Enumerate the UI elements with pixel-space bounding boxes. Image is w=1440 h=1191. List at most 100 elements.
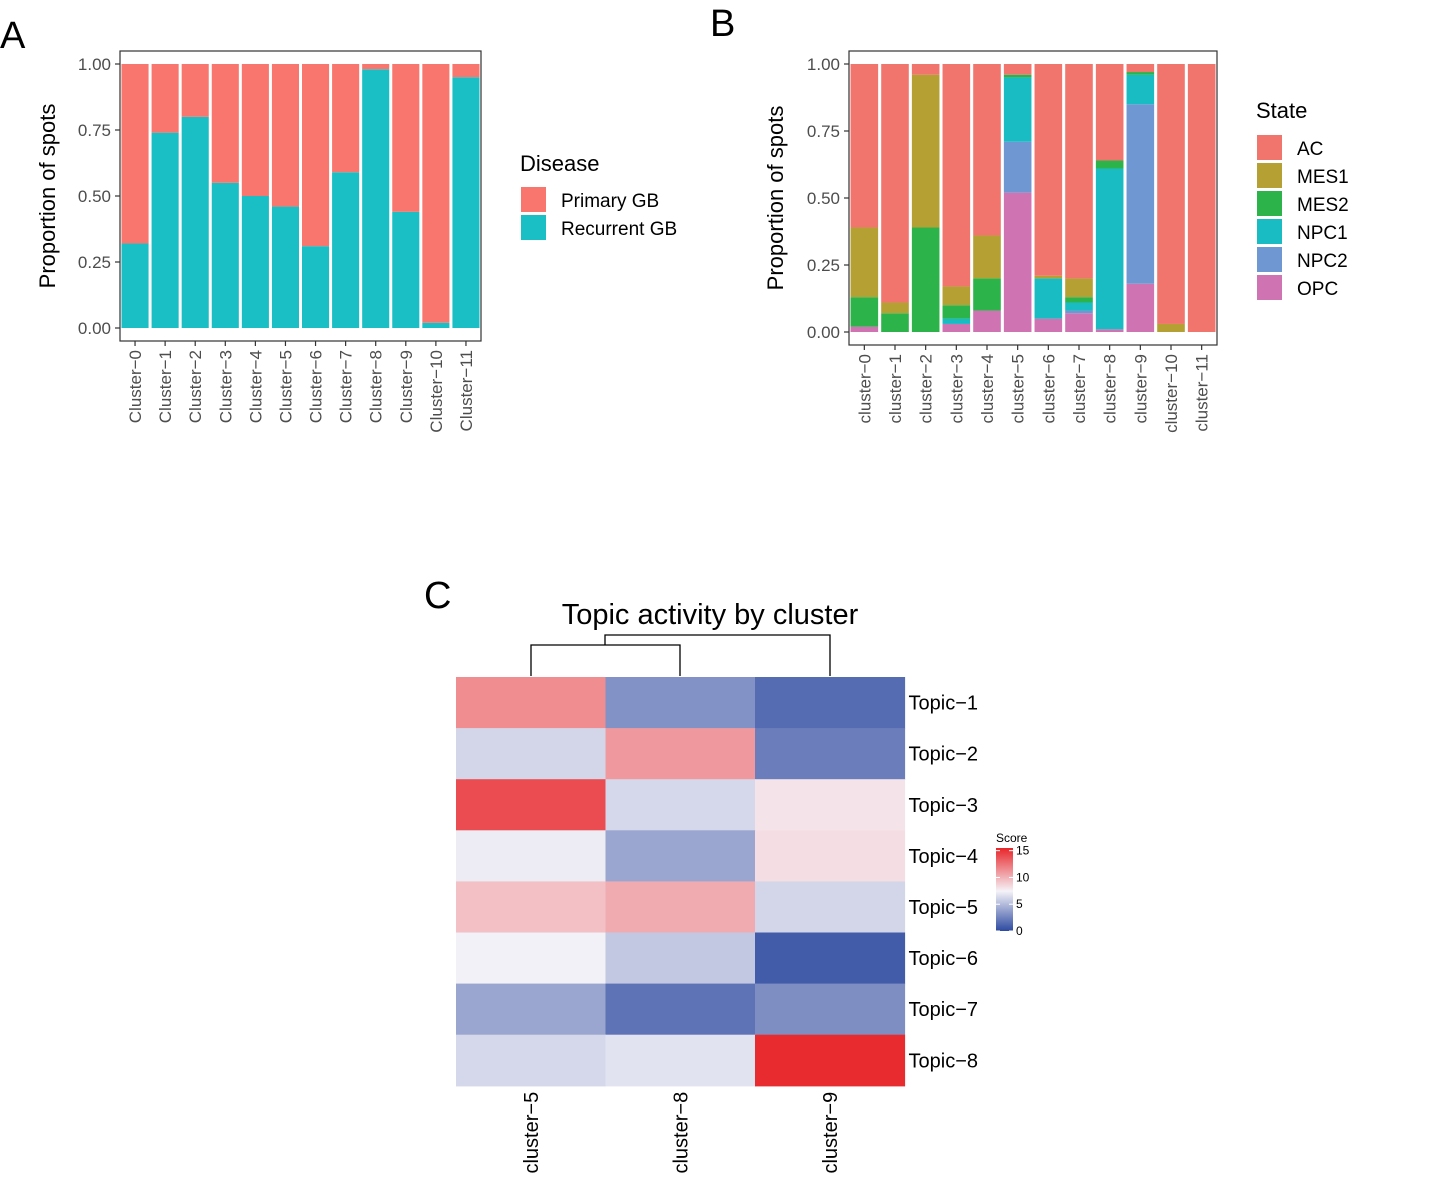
- panelB-bar-2-ac: [911, 64, 940, 75]
- panelA-bar-11-recurrent: [452, 77, 480, 328]
- panelA-xtick-label: Cluster−4: [246, 350, 265, 423]
- panelB-bar-4-opc: [973, 310, 1001, 332]
- heatmap-cell-r5-c3: [755, 881, 906, 934]
- panelA-bar-2-primary: [181, 64, 209, 117]
- panelB-bar-8-opc: [1095, 329, 1124, 332]
- heatmap-cell-r5-c1: [456, 881, 607, 934]
- panel-a-bars: [121, 64, 480, 328]
- heatmap-cell-r6-c1: [456, 932, 607, 985]
- heatmap-cell-r1-c1: [456, 677, 607, 729]
- panelA-bar-2-recurrent: [181, 116, 209, 328]
- panelB-bar-5-ac: [1003, 64, 1032, 75]
- panelA-ytick-label: 0.25: [78, 253, 111, 272]
- panelB-bar-5-npc2: [1003, 141, 1032, 193]
- panelB-bar-11-ac: [1187, 64, 1216, 332]
- panelB-xtick-label: cluster−3: [947, 354, 966, 423]
- panelB-bar-9-npc2: [1126, 104, 1155, 284]
- colorbar-tick-label: 15: [1016, 844, 1030, 858]
- panelA-bar-3-primary: [211, 64, 239, 183]
- heatmap-cell-r6-c2: [605, 932, 756, 985]
- panelA-ytick-label: 0.00: [78, 319, 111, 338]
- panelA-ytick-label: 0.75: [78, 121, 111, 140]
- panelB-bar-9-mes2: [1126, 72, 1155, 75]
- heatmap-cell-r8-c3: [755, 1034, 906, 1087]
- colorbar-tick-label: 5: [1016, 897, 1023, 911]
- panelB-bar-6-npc1: [1034, 278, 1063, 319]
- panelA-bar-4-primary: [241, 64, 269, 196]
- panelB-bar-7-npc2: [1065, 310, 1093, 314]
- panelA-xtick-label: Cluster−1: [156, 350, 175, 423]
- panelB-legend-label-mes1: MES1: [1297, 167, 1349, 188]
- panelB-bar-0-mes2: [850, 297, 879, 327]
- panelB-xtick-label: cluster−6: [1039, 354, 1058, 423]
- panelA-xtick-label: Cluster−11: [457, 350, 476, 431]
- panelA-legend-swatch-recurrent: [521, 215, 546, 240]
- panel-b-chart: Proportion of spots 0.00 0.25 0.50 0.75 1.00…: [763, 50, 1349, 433]
- heatmap-row-label: Topic−3: [909, 795, 979, 817]
- panelB-bar-2-mes2: [911, 227, 940, 332]
- panelB-legend-label-mes2: MES2: [1297, 195, 1349, 216]
- panelA-bar-8-primary: [362, 64, 390, 70]
- panel-a-xticks: Cluster−0 Cluster−1 Cluster−2 Cluster−3 Clus…: [126, 341, 476, 433]
- panelB-legend-swatch-npc2: [1257, 247, 1282, 272]
- colorbar-gradient: [996, 848, 1013, 931]
- panel-b-legend-title: State: [1256, 98, 1307, 123]
- dendrogram: [530, 634, 831, 676]
- panelB-bar-5-mes2: [1003, 74, 1032, 78]
- heatmap-cell-r8-c2: [605, 1034, 756, 1087]
- heatmap-cell-r3-c1: [456, 779, 607, 831]
- panelB-legend-label-opc: OPC: [1297, 279, 1338, 300]
- heatmap-column-label: cluster−9: [820, 1092, 842, 1174]
- panelB-legend-swatch-opc: [1257, 275, 1282, 300]
- panelA-ytick-label: 1.00: [78, 55, 111, 74]
- heatmap-cell-r4-c2: [605, 830, 756, 882]
- panel-a-chart: Proportion of spots 0.00 0.25 0.50 0.75 1.00…: [35, 50, 677, 433]
- panel-c-heatmap: Topic activity by cluster Topic−1 Topic−2…: [456, 599, 1030, 1174]
- panelA-bar-3-recurrent: [211, 182, 239, 328]
- colorbar-title: Score: [996, 831, 1028, 845]
- heatmap-cell-r7-c3: [755, 983, 906, 1036]
- panelB-bar-7-ac: [1065, 64, 1093, 279]
- panel-b-bars: [850, 64, 1216, 332]
- panel-a-ylabel: Proportion of spots: [35, 104, 60, 289]
- panelB-bar-0-opc: [850, 326, 879, 332]
- panelA-xtick-label: Cluster−6: [307, 350, 326, 423]
- colorbar-tick-label: 10: [1016, 870, 1030, 884]
- panelA-bar-9-recurrent: [392, 211, 420, 328]
- heatmap-cell-r7-c2: [605, 983, 756, 1036]
- panelB-legend-label-ac: AC: [1297, 139, 1323, 160]
- panel-label-a: A: [0, 15, 26, 57]
- panelA-bar-8-recurrent: [362, 69, 390, 328]
- heatmap-column-label: cluster−5: [521, 1092, 543, 1174]
- panelB-bar-7-opc: [1065, 313, 1093, 332]
- panelB-bar-7-mes2: [1065, 297, 1093, 303]
- panel-c-title: Topic activity by cluster: [562, 599, 859, 631]
- panelB-xtick-label: cluster−5: [1009, 354, 1028, 423]
- panelB-bar-9-ac: [1126, 64, 1155, 73]
- panelA-bar-0-primary: [121, 64, 149, 244]
- heatmap-column-label: cluster−8: [670, 1092, 692, 1174]
- panel-a-yticks: 0.00 0.25 0.50 0.75 1.00: [78, 55, 120, 338]
- panelA-legend-label-recurrent: Recurrent GB: [561, 219, 677, 240]
- heatmap-row-label: Topic−1: [909, 693, 979, 715]
- panelB-ytick-label: 1.00: [807, 55, 840, 74]
- panelB-xtick-label: cluster−9: [1131, 354, 1150, 423]
- panel-b-ylabel: Proportion of spots: [763, 106, 788, 291]
- panelA-bar-7-primary: [332, 64, 360, 173]
- heatmap-cell-r3-c2: [605, 779, 756, 831]
- panelA-bar-4-recurrent: [241, 196, 269, 328]
- panelA-bar-1-primary: [151, 64, 179, 133]
- panelB-bar-0-mes1: [850, 227, 879, 298]
- panel-a-legend-title: Disease: [520, 151, 599, 176]
- heatmap-row-label: Topic−7: [909, 999, 979, 1021]
- panelB-xtick-label: cluster−0: [855, 354, 874, 423]
- panelB-legend-label-npc2: NPC2: [1297, 251, 1348, 272]
- panelA-bar-10-recurrent: [422, 322, 450, 328]
- panelB-bar-6-mes1: [1034, 275, 1063, 279]
- heatmap-cell-r7-c1: [456, 983, 607, 1036]
- panelB-bar-4-mes1: [973, 235, 1001, 279]
- panelB-ytick-label: 0.75: [807, 122, 840, 141]
- heatmap-row-labels: Topic−1 Topic−2 Topic−3 Topic−4 Topic−5 Topic…: [909, 693, 979, 1073]
- panelA-legend-swatch-primary: [521, 187, 546, 212]
